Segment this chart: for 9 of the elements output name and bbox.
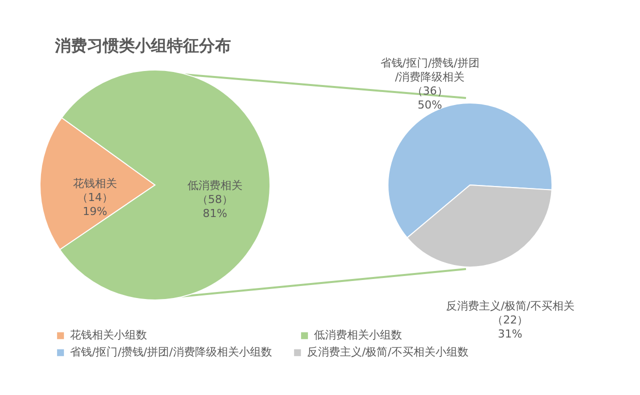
legend-label: 省钱/抠门/攒钱/拼团/消费降级相关小组数 (70, 346, 272, 359)
legend-label: 低消费相关小组数 (314, 328, 402, 342)
chart-title: 消费习惯类小组特征分布 (54, 36, 231, 55)
data-label: 省钱/抠门/攒钱/拼团/消费降级相关（36）50% (380, 56, 480, 112)
legend-label: 反消费主义/极简/不买相关小组数 (307, 346, 468, 359)
data-label: 花钱相关（14）19% (73, 177, 118, 218)
data-label: 反消费主义/极简/不买相关（22）31% (446, 300, 574, 341)
legend-label: 花钱相关小组数 (70, 328, 147, 342)
data-label: 低消费相关（58）81% (187, 178, 242, 220)
